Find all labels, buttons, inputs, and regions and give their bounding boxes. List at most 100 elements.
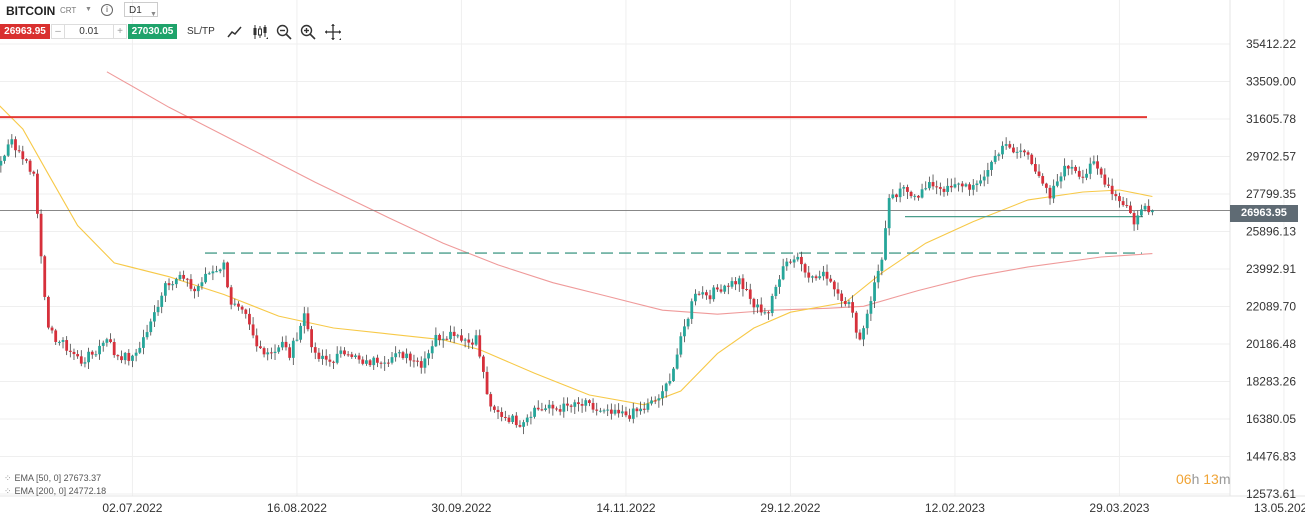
candle bbox=[116, 354, 120, 361]
candle-body bbox=[1074, 166, 1077, 171]
candle bbox=[248, 308, 251, 330]
candle-body bbox=[869, 301, 873, 314]
candle bbox=[101, 340, 105, 352]
candle bbox=[109, 333, 112, 344]
candle-body bbox=[109, 339, 112, 343]
candle bbox=[354, 353, 357, 359]
candle bbox=[21, 145, 25, 165]
candle bbox=[536, 400, 540, 411]
buy-price-button[interactable]: 27030.05 bbox=[128, 24, 177, 39]
candle-body bbox=[185, 278, 189, 280]
timeframe-select[interactable]: D1 ▼ bbox=[124, 2, 158, 18]
candle-body bbox=[1110, 185, 1114, 195]
candle bbox=[1110, 178, 1114, 201]
candle-body bbox=[602, 410, 606, 412]
candle-body bbox=[719, 289, 723, 292]
candle-body bbox=[533, 407, 536, 417]
candle bbox=[664, 382, 668, 398]
candle-body bbox=[653, 400, 657, 402]
candle-body bbox=[953, 184, 957, 188]
info-icon[interactable]: i bbox=[101, 4, 113, 16]
candle bbox=[690, 298, 694, 324]
horizontal-levels[interactable] bbox=[0, 116, 1230, 254]
candle bbox=[763, 307, 767, 315]
candle bbox=[1008, 140, 1012, 149]
candle-body bbox=[847, 302, 851, 305]
candle bbox=[741, 274, 745, 297]
candle bbox=[160, 292, 164, 314]
candle bbox=[218, 268, 222, 274]
candle bbox=[938, 182, 942, 196]
qty-decrease-button[interactable]: – bbox=[52, 25, 65, 38]
candle bbox=[1096, 155, 1099, 175]
candle-body bbox=[266, 352, 270, 355]
candle-body bbox=[10, 139, 14, 145]
candle-body bbox=[569, 405, 573, 407]
candle-body bbox=[836, 289, 840, 294]
indicator-settings-icon[interactable]: ⁘ bbox=[4, 473, 12, 483]
candle bbox=[993, 149, 997, 165]
symbol-dropdown-caret-icon[interactable]: ▼ bbox=[85, 6, 92, 13]
candle-body bbox=[6, 144, 10, 156]
candle bbox=[262, 346, 266, 358]
candle-body bbox=[255, 335, 259, 347]
candle-body bbox=[756, 304, 759, 308]
candle bbox=[178, 271, 182, 281]
candle-body bbox=[843, 301, 847, 305]
candle-body bbox=[438, 334, 441, 341]
candle-body bbox=[1088, 163, 1092, 174]
candle-body bbox=[500, 411, 504, 417]
sell-price-button[interactable]: 26963.95 bbox=[0, 24, 50, 39]
candle-body bbox=[927, 182, 931, 189]
candle bbox=[569, 404, 573, 413]
candle-body bbox=[529, 416, 533, 418]
chevron-down-icon: ▼ bbox=[150, 11, 157, 18]
symbol-name[interactable]: BITCOIN bbox=[6, 4, 56, 18]
candle bbox=[452, 326, 456, 344]
zoom-out-icon[interactable] bbox=[275, 23, 293, 41]
candle-body bbox=[361, 359, 365, 364]
y-tick-label: 33509.00 bbox=[1246, 75, 1296, 89]
candle bbox=[76, 350, 80, 359]
candle-body bbox=[715, 287, 719, 290]
candle-body bbox=[898, 188, 902, 198]
candle bbox=[719, 284, 723, 294]
candle bbox=[668, 373, 672, 386]
current-price-tag: 26963.95 bbox=[1230, 205, 1298, 222]
candle bbox=[953, 177, 957, 189]
candle-body bbox=[306, 313, 310, 330]
candle bbox=[1066, 164, 1070, 176]
candle bbox=[708, 289, 712, 304]
quantity-input[interactable]: 0.01 bbox=[79, 26, 99, 37]
candle-body bbox=[244, 309, 248, 314]
candle-body bbox=[262, 348, 266, 355]
x-tick-label: 29.12.2022 bbox=[760, 501, 820, 515]
candle-body bbox=[200, 282, 204, 287]
x-axis[interactable]: 18.05.202202.07.202216.08.202230.09.2022… bbox=[0, 501, 1305, 515]
zoom-in-icon[interactable] bbox=[299, 23, 317, 41]
qty-increase-button[interactable]: + bbox=[113, 25, 126, 38]
candle bbox=[781, 258, 785, 281]
candle bbox=[456, 333, 460, 339]
candle-body bbox=[61, 340, 65, 342]
candle-body bbox=[193, 288, 197, 292]
candle bbox=[675, 348, 679, 370]
x-tick-label: 12.02.2023 bbox=[925, 501, 985, 515]
candle-body bbox=[1125, 205, 1129, 207]
countdown-minutes: 13 bbox=[1203, 471, 1219, 487]
candle bbox=[65, 336, 69, 356]
quantity-stepper[interactable]: – 0.01 + bbox=[51, 24, 127, 39]
legend-ema-200[interactable]: ⁘ EMA [200, 0] 24772.18 bbox=[4, 486, 106, 497]
y-axis[interactable]: 35412.22 33509.00 31605.78 29702.57 27799.35… bbox=[1246, 37, 1296, 501]
candlestick-icon[interactable] bbox=[251, 23, 269, 41]
legend-ema-50[interactable]: ⁘ EMA [50, 0] 27673.37 bbox=[4, 473, 101, 484]
crosshair-icon[interactable] bbox=[324, 23, 342, 41]
sl-tp-button[interactable]: SL/TP bbox=[187, 26, 215, 37]
candle-body bbox=[478, 335, 482, 357]
line-chart-icon[interactable] bbox=[226, 23, 244, 41]
candle bbox=[862, 325, 865, 347]
candle bbox=[98, 339, 101, 360]
candle-body bbox=[335, 353, 339, 363]
indicator-settings-icon[interactable]: ⁘ bbox=[4, 486, 12, 496]
